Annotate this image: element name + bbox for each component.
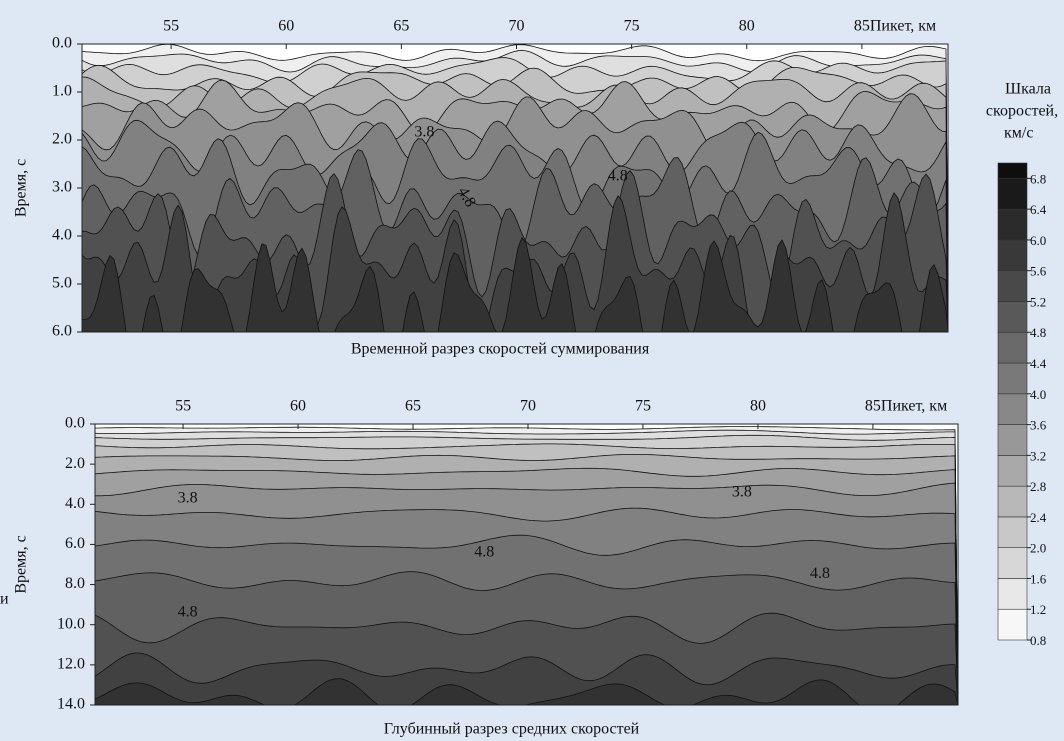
contour-label: 3.8 — [178, 490, 198, 507]
colorbar-band — [997, 301, 1028, 333]
colorbar-tick-label: 0.8 — [1030, 633, 1046, 648]
colorbar-tick-label: 5.2 — [1030, 294, 1046, 309]
x-tick-label: 55 — [175, 398, 191, 415]
y-tick-label: 12.0 — [57, 656, 85, 673]
colorbar-title: км/с — [1004, 125, 1033, 142]
x-tick-label: 80 — [750, 398, 766, 415]
y-tick-label: 6.0 — [52, 323, 72, 340]
y-tick-label: 14.0 — [57, 696, 85, 713]
contour-field — [95, 424, 958, 705]
y-tick-label: 2.0 — [52, 131, 72, 148]
y-tick-label: 8.0 — [65, 575, 85, 592]
x-axis-label: Пикет, км — [870, 18, 936, 35]
plot-frame — [94, 423, 959, 706]
chart-caption: Временной разрез скоростей суммирования — [351, 341, 650, 358]
y-axis-label: Время, с — [13, 159, 30, 217]
contour-label: 3.8 — [732, 484, 752, 501]
colorbar-tick-label: 3.6 — [1030, 418, 1047, 433]
colorbar-tick-label: 6.4 — [1030, 202, 1047, 217]
contour-field — [82, 44, 948, 332]
contour-label: 4.8 — [474, 544, 494, 561]
colorbar-title: Шкала — [1005, 81, 1051, 98]
x-tick-label: 70 — [520, 398, 536, 415]
colorbar-band — [997, 455, 1028, 487]
y-tick-label: 4.0 — [65, 495, 85, 512]
colorbar-tick-label: 4.8 — [1030, 325, 1046, 340]
x-tick-label: 60 — [278, 18, 294, 35]
chart-caption: Глубинный разрез средних скоростей — [384, 721, 640, 738]
y-tick-label: 2.0 — [65, 455, 85, 472]
y-tick-label: 5.0 — [52, 275, 72, 292]
colorbar-band — [997, 331, 1028, 364]
x-tick-label: 55 — [163, 18, 179, 35]
y-tick-label: 1.0 — [52, 83, 72, 100]
contour-label: 4.8 — [178, 603, 198, 620]
colorbar-tick-label: 4.0 — [1030, 387, 1046, 402]
contour-label: 4.8 — [608, 168, 628, 185]
colorbar-tick-label: 4.4 — [1030, 356, 1047, 371]
x-tick-label: 75 — [624, 18, 640, 35]
colorbar-band — [997, 424, 1028, 456]
colorbar-tick-label: 6.0 — [1030, 233, 1046, 248]
colorbar-tick-label: 1.6 — [1030, 571, 1047, 586]
colorbar-tick-label: 2.4 — [1030, 510, 1047, 525]
y-tick-label: 3.0 — [52, 179, 72, 196]
contour-label: 4.8 — [810, 565, 830, 582]
y-tick-label: 4.0 — [52, 227, 72, 244]
colorbar-title: скоростей, — [986, 103, 1058, 120]
colorbar-band — [997, 270, 1028, 302]
y-tick-label: 10.0 — [57, 615, 85, 632]
contour-label: 3.8 — [414, 123, 434, 140]
colorbar-tick-label: 5.6 — [1030, 264, 1047, 279]
colorbar-band — [997, 516, 1028, 548]
colorbar-band — [997, 393, 1028, 425]
x-tick-label: 65 — [393, 18, 409, 35]
x-tick-label: 85 — [865, 398, 881, 415]
contour-band — [95, 652, 958, 705]
y-tick-label: 0.0 — [52, 35, 72, 52]
colorbar-band — [997, 608, 1028, 641]
colorbar-band — [997, 547, 1028, 579]
colorbar-tick-label: 6.8 — [1030, 171, 1046, 186]
y-axis-label: Время, с — [13, 535, 30, 593]
x-tick-label: 60 — [290, 398, 306, 415]
colorbar-band — [997, 178, 1028, 210]
colorbar-band — [997, 485, 1028, 518]
cut-fragment: и — [0, 591, 9, 608]
colorbar-band — [997, 208, 1028, 241]
colorbar-tick-label: 2.8 — [1030, 479, 1046, 494]
colorbar-tick-label: 1.2 — [1030, 602, 1046, 617]
x-axis-label: Пикет, км — [881, 398, 947, 415]
colorbar-band — [997, 162, 1028, 179]
colorbar-tick-label: 2.0 — [1030, 541, 1046, 556]
x-tick-label: 75 — [635, 398, 651, 415]
colorbar-band — [997, 362, 1028, 395]
colorbar-band — [997, 578, 1028, 610]
colorbar-band — [997, 239, 1028, 272]
contour-band — [82, 236, 948, 332]
y-tick-label: 0.0 — [65, 415, 85, 432]
colorbar-tick-label: 3.2 — [1030, 448, 1046, 463]
x-tick-label: 70 — [508, 18, 524, 35]
colorbar: 0.8 1.2 1.6 2.0 2.4 2.8 3.2 3.6 4.0 4.4 4.8 5.2 5.6 6… — [997, 162, 1047, 648]
x-tick-label: 65 — [405, 398, 421, 415]
x-tick-label: 85 — [854, 18, 870, 35]
y-tick-label: 6.0 — [65, 535, 85, 552]
x-tick-label: 80 — [739, 18, 755, 35]
